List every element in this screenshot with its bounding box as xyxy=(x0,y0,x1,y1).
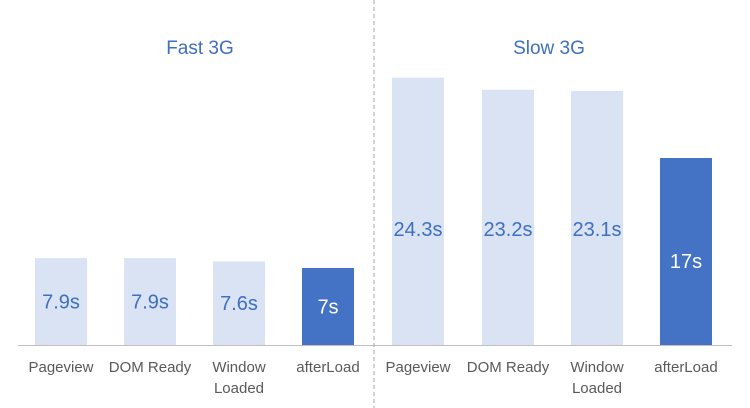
data-label: 7.9s xyxy=(42,292,80,314)
panel-title: Fast 3G xyxy=(166,38,234,59)
tick-label: DOM Ready xyxy=(467,359,550,376)
tick-label: afterLoad xyxy=(296,359,359,376)
data-label: 7s xyxy=(317,297,338,319)
bar-dom-ready xyxy=(124,258,176,345)
data-label: 17s xyxy=(670,251,702,273)
tick-label: Pageview xyxy=(28,359,93,376)
tick-label: DOM Ready xyxy=(109,359,192,376)
data-label: 24.3s xyxy=(394,219,443,241)
tick-label: Window Loaded xyxy=(570,359,624,397)
bar-afterload xyxy=(302,268,354,345)
chart-panel-1: Fast 3G 7.9s 7.9s 7.6s 7s Pageview DOM Ready Wi… xyxy=(18,38,374,397)
panel-title: Slow 3G xyxy=(513,38,585,59)
bar-dom-ready xyxy=(482,89,534,345)
tick-label: Pageview xyxy=(385,359,450,376)
tick-label: afterLoad xyxy=(654,359,717,376)
bar-window-loaded xyxy=(571,90,623,346)
bar-pageview xyxy=(392,77,444,345)
data-label: 7.9s xyxy=(131,292,169,314)
chart-panel-2: Slow 3G 24.3s 23.2s 23.1s 17s Pageview DOM Rea… xyxy=(374,38,732,397)
data-label: 23.2s xyxy=(484,219,533,241)
data-label: 23.1s xyxy=(573,219,622,241)
data-label: 7.6s xyxy=(220,293,258,315)
bar-pageview xyxy=(35,258,87,345)
bar-window-loaded xyxy=(213,261,265,345)
tick-label: Window Loaded xyxy=(212,359,266,397)
bar-afterload xyxy=(660,158,712,345)
chart-panels: Fast 3G 7.9s 7.9s 7.6s 7s Pageview DOM Ready Wi… xyxy=(18,38,732,397)
